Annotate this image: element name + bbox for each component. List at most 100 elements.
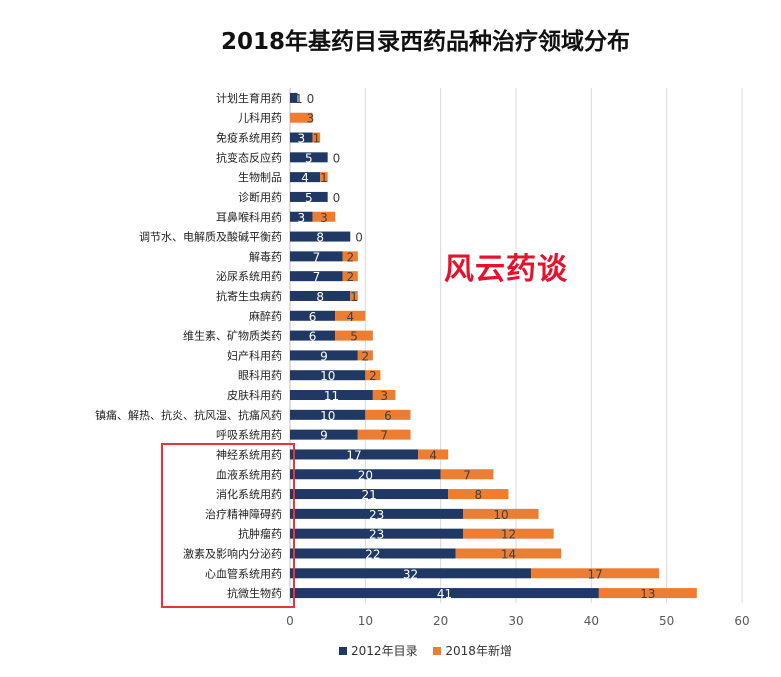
bar-2012 — [290, 508, 464, 519]
data-label: 21 — [362, 488, 377, 502]
data-label: 10 — [493, 508, 508, 522]
data-label: 23 — [369, 528, 384, 542]
category-label: 妇产科用药 — [227, 348, 282, 362]
chart-title: 2018年基药目录西药品种治疗领域分布 — [220, 29, 630, 55]
bar-2012 — [290, 172, 321, 183]
category-label: 免疫系统用药 — [216, 131, 282, 145]
bar-2012 — [290, 310, 336, 321]
bar-2012 — [290, 489, 449, 500]
x-tick-label: 60 — [734, 614, 749, 628]
data-label: 2 — [362, 349, 370, 363]
data-label: 17 — [588, 567, 603, 581]
data-label: 7 — [313, 270, 321, 284]
category-label: 皮肤科用药 — [227, 388, 282, 402]
bar-2018 — [531, 568, 660, 579]
bar-2012 — [290, 251, 343, 262]
x-tick-label: 20 — [433, 614, 448, 628]
bar-2012 — [290, 271, 343, 282]
data-label: 10 — [320, 369, 335, 383]
bar-2012 — [290, 191, 328, 202]
x-tick-label: 10 — [358, 614, 373, 628]
category-label: 眼科用药 — [238, 368, 282, 382]
data-label: 8 — [475, 488, 483, 502]
data-label: 2 — [346, 270, 354, 284]
bar-2018 — [312, 132, 321, 143]
bar-2018 — [312, 211, 336, 222]
category-label: 镇痛、解热、抗炎、抗风湿、抗痛风药 — [95, 408, 282, 422]
category-label: 血液系统用药 — [216, 467, 282, 481]
category-label: 抗微生物药 — [227, 586, 282, 600]
data-label: 5 — [350, 330, 358, 344]
bar-2012 — [290, 152, 328, 163]
bar-2012 — [290, 132, 313, 143]
bar-2018 — [372, 390, 396, 401]
data-label: 3 — [298, 211, 306, 225]
bar-2012 — [290, 429, 358, 440]
bar-2018 — [320, 172, 328, 183]
category-label: 心血管系统用药 — [205, 566, 282, 580]
bar-2018 — [418, 449, 449, 460]
data-label: 7 — [463, 468, 471, 482]
bar-2018 — [342, 271, 358, 282]
category-label: 麻醉药 — [249, 309, 282, 323]
category-label: 诊断用药 — [238, 190, 282, 204]
data-label: 10 — [320, 409, 335, 423]
category-label: 激素及影响内分泌药 — [183, 546, 282, 560]
data-label: 3 — [320, 211, 328, 225]
data-label: 2 — [346, 250, 354, 264]
data-label: 4 — [346, 310, 354, 324]
legend-item-2012: 2012年目录 — [339, 642, 418, 659]
category-label: 抗寄生虫病药 — [216, 289, 282, 303]
category-label: 消化系统用药 — [216, 487, 282, 501]
category-label: 泌尿系统用药 — [216, 270, 282, 283]
bar-2012 — [290, 409, 366, 420]
data-label: 0 — [333, 151, 341, 165]
legend-item-2018: 2018年新增 — [433, 642, 512, 659]
bar-2012 — [290, 528, 464, 539]
category-label: 耳鼻喉科用药 — [216, 210, 282, 224]
data-label: 6 — [309, 330, 317, 344]
bar-2018 — [365, 370, 381, 381]
data-label: 1 — [320, 171, 328, 185]
bar-2012 — [290, 211, 313, 222]
data-label: 7 — [313, 250, 321, 264]
data-label: 13 — [640, 587, 655, 601]
x-tick-label: 40 — [584, 614, 599, 628]
bar-2018 — [342, 251, 358, 262]
legend: 2012年目录 2018年新增 — [0, 642, 781, 659]
legend-label: 2012年目录 — [351, 644, 418, 658]
bar-2012 — [290, 548, 456, 559]
category-label: 抗肿瘤药 — [238, 527, 282, 541]
x-tick-label: 50 — [659, 614, 674, 628]
bar-2018 — [440, 469, 494, 480]
category-label: 解毒药 — [249, 249, 282, 263]
x-tick-label: 0 — [286, 614, 294, 628]
data-label: 4 — [429, 448, 437, 462]
data-label: 20 — [358, 468, 373, 482]
category-label: 呼吸系统用药 — [216, 429, 282, 442]
data-label: 9 — [320, 349, 328, 363]
bar-2012 — [290, 449, 419, 460]
bar-2012 — [290, 350, 358, 361]
data-label: 14 — [501, 547, 516, 561]
data-label: 0 — [307, 92, 315, 106]
bar-2012 — [290, 370, 366, 381]
bar-2018 — [463, 528, 554, 539]
data-label: 4 — [301, 171, 309, 185]
data-label: 3 — [307, 112, 315, 126]
data-label: 22 — [365, 547, 380, 561]
bar-2012 — [290, 290, 351, 301]
data-label: 1 — [313, 132, 321, 146]
bar-2012 — [290, 330, 336, 341]
bar-2018 — [448, 489, 509, 500]
bar-2012 — [290, 390, 373, 401]
x-tick-label: 30 — [508, 614, 523, 628]
data-label: 12 — [501, 528, 516, 542]
data-label: 17 — [346, 448, 361, 462]
category-label: 抗变态反应药 — [216, 150, 282, 164]
bar-2012 — [290, 92, 298, 103]
bar-2018 — [335, 310, 366, 321]
data-label: 5 — [305, 151, 313, 165]
data-label: 0 — [355, 231, 363, 245]
